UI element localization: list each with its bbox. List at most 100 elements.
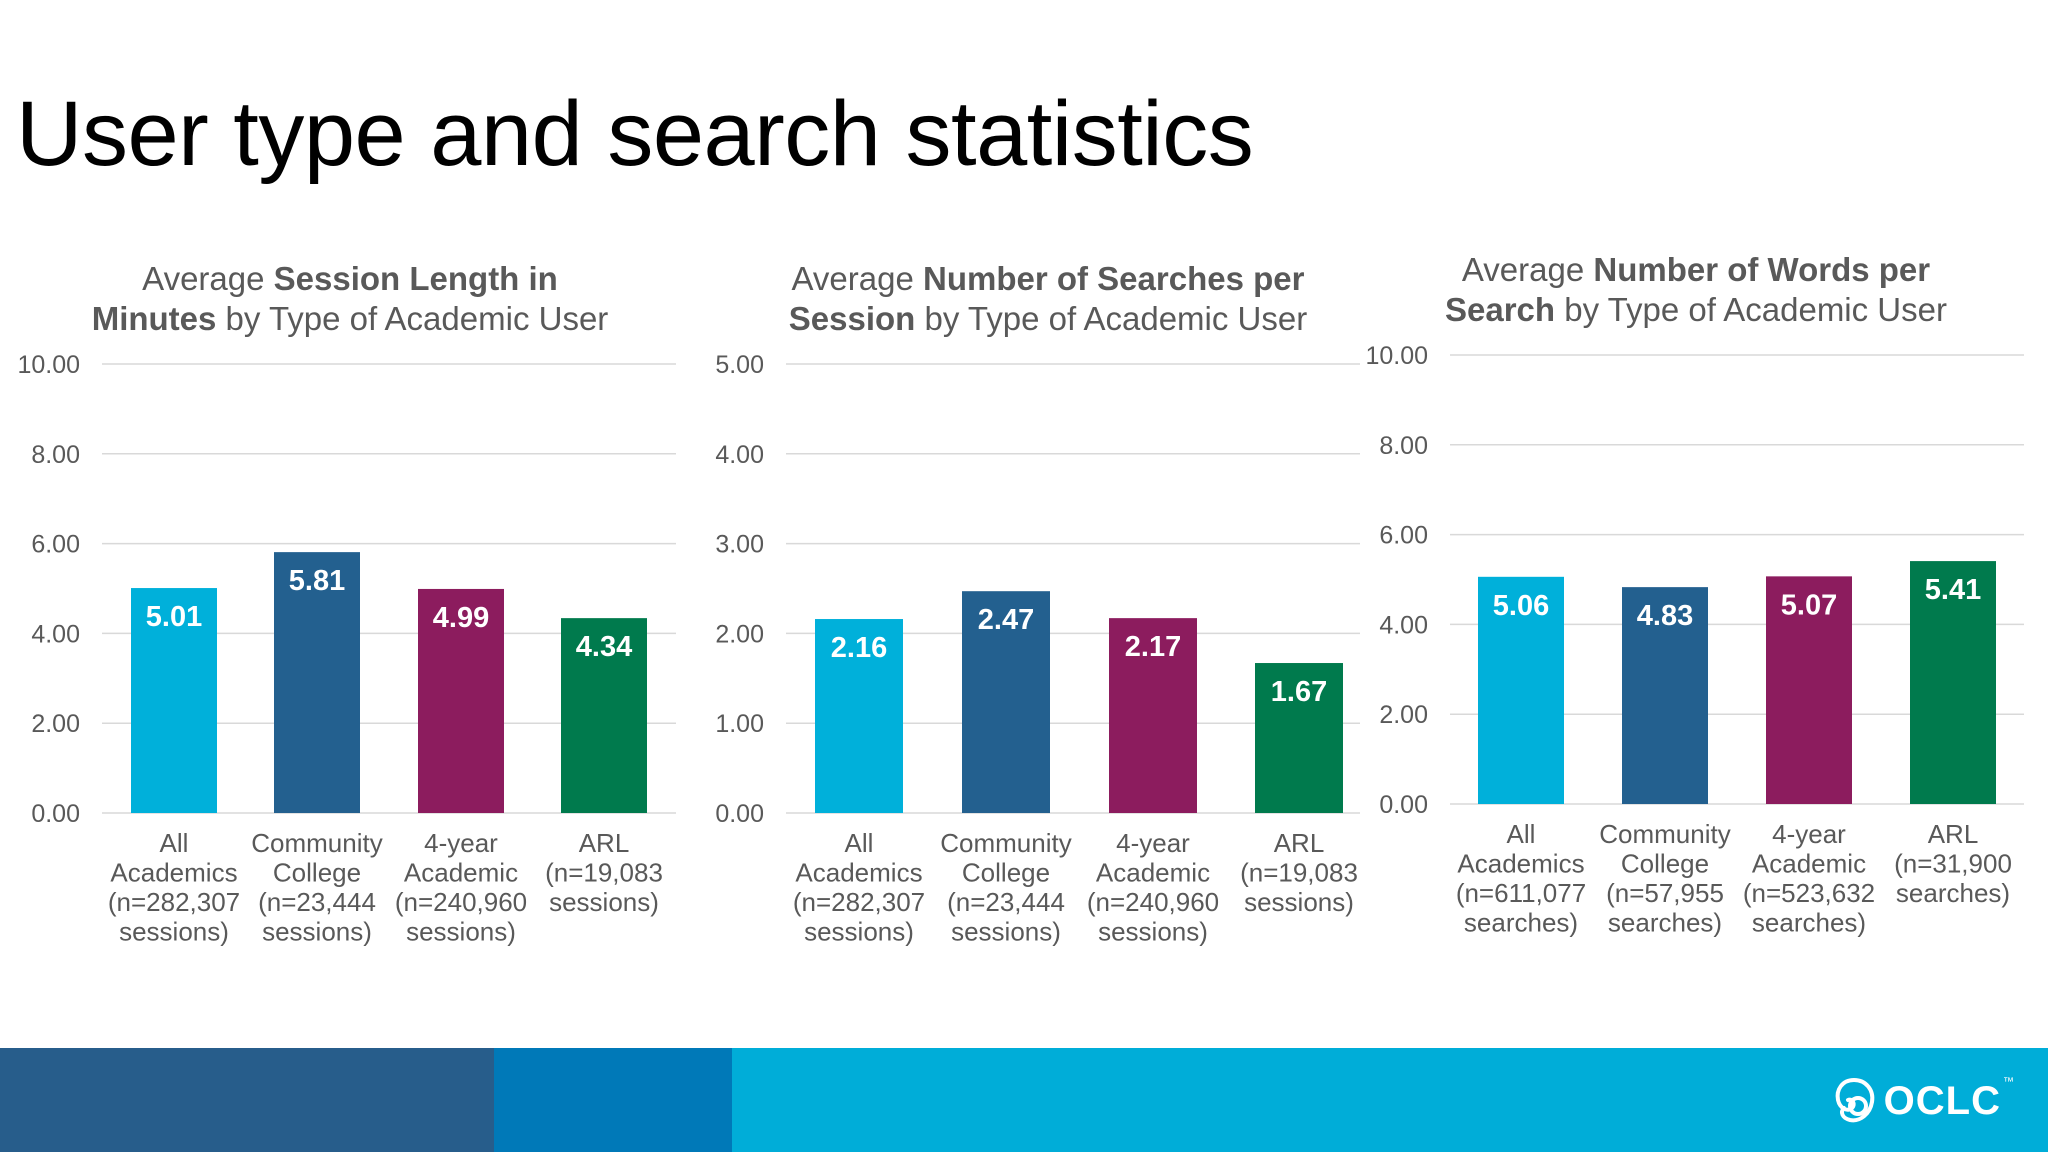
- category-label: (n=240,960: [1087, 887, 1219, 917]
- bar-value-label: 4.99: [433, 602, 489, 634]
- chart-title-segment: Average: [1462, 251, 1593, 288]
- y-tick-label: 2.00: [31, 710, 80, 738]
- chart-1-title-line-1: Average Session Length in: [142, 260, 558, 297]
- category-label: ARL: [1928, 819, 1979, 849]
- y-tick-label: 10.00: [1365, 342, 1428, 370]
- category-label: searches): [1752, 908, 1866, 938]
- bar-2-1[interactable]: [815, 619, 903, 813]
- y-tick-label: 1.00: [715, 710, 764, 738]
- chart-3-title-line-1: Average Number of Words per: [1462, 251, 1930, 288]
- y-tick-label: 0.00: [31, 800, 80, 828]
- y-tick-label: 4.00: [31, 620, 80, 648]
- category-label: College: [273, 858, 361, 888]
- category-label: (n=240,960: [395, 887, 527, 917]
- y-tick-label: 5.00: [715, 351, 764, 379]
- category-label: (n=31,900: [1894, 849, 2012, 879]
- chart-title-segment: Average: [142, 260, 273, 297]
- chart-title-segment: Session: [789, 300, 916, 337]
- chart-title-segment: Average: [792, 260, 923, 297]
- category-label: 4-year: [1116, 828, 1190, 858]
- footer-bar: OCLC ™: [0, 1048, 2048, 1152]
- bar-value-label: 2.17: [1125, 631, 1181, 663]
- category-label: (n=611,077: [1456, 878, 1586, 908]
- category-label: sessions): [549, 887, 659, 917]
- bar-2-2[interactable]: [962, 591, 1050, 813]
- bar-1-3[interactable]: [418, 588, 504, 813]
- y-tick-label: 0.00: [715, 800, 764, 828]
- y-tick-label: 4.00: [1379, 611, 1428, 639]
- bar-value-label: 4.34: [576, 631, 632, 663]
- chart-2-title-line-2: Session by Type of Academic User: [789, 300, 1307, 337]
- bar-2-3[interactable]: [1109, 618, 1197, 813]
- category-label: Community: [940, 828, 1071, 858]
- y-tick-label: 8.00: [1379, 432, 1428, 460]
- bar-value-label: 5.01: [146, 601, 202, 633]
- oclc-logo-text: OCLC: [1883, 1078, 2001, 1123]
- category-label: Community: [1599, 819, 1730, 849]
- bar-3-4[interactable]: [1910, 561, 1996, 804]
- chart-title-segment: Number of Searches per: [923, 260, 1305, 297]
- bar-value-label: 2.47: [978, 604, 1034, 636]
- oclc-logo-trademark: ™: [2003, 1076, 2014, 1088]
- bar-2-4[interactable]: [1255, 663, 1343, 813]
- category-label: College: [1621, 849, 1709, 879]
- category-label: All: [160, 828, 189, 858]
- bar-3-3[interactable]: [1766, 576, 1852, 804]
- category-label: 4-year: [424, 828, 498, 858]
- category-label: searches): [1608, 908, 1722, 938]
- category-label: sessions): [804, 917, 914, 947]
- category-label: sessions): [119, 917, 229, 947]
- y-tick-label: 2.00: [1379, 701, 1428, 729]
- y-tick-label: 3.00: [715, 531, 764, 559]
- footer-band-light: [732, 1048, 2048, 1152]
- category-label: Academic: [1096, 858, 1210, 888]
- chart-title-segment: Minutes: [92, 300, 217, 337]
- category-label: (n=57,955: [1606, 878, 1724, 908]
- category-label: (n=23,444: [947, 887, 1065, 917]
- bar-1-1[interactable]: [131, 588, 217, 813]
- oclc-logo[interactable]: OCLC ™: [1832, 1076, 2014, 1126]
- category-label: Community: [251, 828, 382, 858]
- bar-value-label: 1.67: [1271, 676, 1327, 708]
- category-label: (n=523,632: [1743, 878, 1875, 908]
- category-label: sessions): [406, 917, 516, 947]
- footer-band-dark: [0, 1048, 494, 1152]
- chart-title-segment: by Type of Academic User: [915, 300, 1307, 337]
- bar-3-2[interactable]: [1622, 587, 1708, 804]
- category-label: (n=19,083: [545, 858, 663, 888]
- bar-value-label: 4.83: [1637, 600, 1693, 632]
- bar-value-label: 5.07: [1781, 589, 1837, 621]
- y-tick-label: 8.00: [31, 441, 80, 469]
- bar-1-4[interactable]: [561, 618, 647, 813]
- y-tick-label: 4.00: [715, 441, 764, 469]
- chart-2-title-line-1: Average Number of Searches per: [792, 260, 1305, 297]
- category-label: Academics: [1457, 849, 1584, 879]
- chart-title-segment: by Type of Academic User: [216, 300, 608, 337]
- category-label: (n=23,444: [258, 887, 376, 917]
- bar-value-label: 5.06: [1493, 590, 1549, 622]
- category-label: Academics: [795, 858, 922, 888]
- slide-title: User type and search statistics: [16, 83, 1254, 185]
- category-label: College: [962, 858, 1050, 888]
- category-label: searches): [1464, 908, 1578, 938]
- chart-3-title-line-2: Search by Type of Academic User: [1445, 291, 1947, 328]
- category-label: (n=19,083: [1240, 858, 1358, 888]
- category-label: ARL: [579, 828, 630, 858]
- bar-3-1[interactable]: [1478, 576, 1564, 804]
- category-label: Academics: [110, 858, 237, 888]
- chart-title-segment: Search: [1445, 291, 1555, 328]
- bar-value-label: 5.41: [1925, 574, 1981, 606]
- footer-band-mid: [494, 1048, 732, 1152]
- category-label: Academic: [1752, 849, 1866, 879]
- category-label: 4-year: [1772, 819, 1846, 849]
- chart-1-title-line-2: Minutes by Type of Academic User: [92, 300, 609, 337]
- y-tick-label: 0.00: [1379, 791, 1428, 819]
- y-tick-label: 6.00: [31, 531, 80, 559]
- category-label: All: [1507, 819, 1536, 849]
- bar-1-2[interactable]: [274, 552, 360, 813]
- y-tick-label: 6.00: [1379, 522, 1428, 550]
- chart-title-segment: Session Length in: [274, 260, 558, 297]
